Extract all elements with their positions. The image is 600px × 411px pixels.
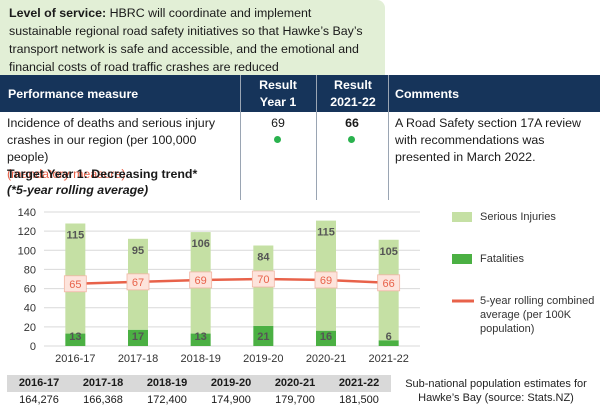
data-label-serious: 95 xyxy=(132,245,144,257)
population-table: 2016-17 164,276 2017-18 166,368 2018-19 172,4… xyxy=(7,375,391,409)
level-of-service-label: Level of service: xyxy=(9,6,107,20)
bar-fatalities xyxy=(378,340,399,346)
legend-label-average: 5-year rolling combined average (per 100K… xyxy=(480,295,595,335)
column-divider xyxy=(388,75,389,200)
chart-svg: 0 20 40 60 80 100 120 140 115 13 2016-17 95 17 2017-1… xyxy=(18,207,474,365)
population-value-cell: 179,700 xyxy=(275,394,315,406)
population-value-cell: 181,500 xyxy=(339,394,379,406)
y-tick-label: 100 xyxy=(18,245,36,257)
x-tick-label: 2016-17 xyxy=(55,353,95,365)
column-divider xyxy=(240,75,241,200)
population-year-cell: 2017-18 xyxy=(82,377,124,389)
measure-cell: Incidence of deaths and serious injury c… xyxy=(7,115,237,183)
table-header: Performance measure Result Year 1 Result 2… xyxy=(0,75,600,112)
data-label-fatalities: 6 xyxy=(386,331,392,343)
result-year1: 69 xyxy=(271,116,285,130)
population-year-cell: 2019-20 xyxy=(210,377,252,389)
data-label-serious: 84 xyxy=(257,252,270,264)
data-label-fatalities: 21 xyxy=(257,331,269,343)
legend-key-fatalities xyxy=(452,254,472,264)
population-year-cell: 2018-19 xyxy=(146,377,188,389)
legend-key-serious xyxy=(452,212,472,222)
data-label-serious: 106 xyxy=(191,238,209,250)
mandatory-label: (mandatory measure) xyxy=(7,167,126,181)
y-tick-label: 120 xyxy=(18,226,36,238)
x-tick-label: 2020-21 xyxy=(306,353,346,365)
header-performance-measure: Performance measure xyxy=(8,86,139,101)
data-label-box-average xyxy=(314,271,338,289)
y-tick-label: 20 xyxy=(24,322,36,334)
column-divider xyxy=(316,75,317,200)
data-label-fatalities: 16 xyxy=(320,331,332,343)
footnote-text: (*5-year rolling average) xyxy=(7,183,149,197)
population-value-cell: 166,368 xyxy=(83,394,123,406)
data-label-box-average xyxy=(251,270,275,288)
data-label-serious: 115 xyxy=(317,227,335,239)
header-result-year1: Result Year 1 xyxy=(259,77,297,109)
data-label-fatalities: 13 xyxy=(195,331,207,343)
data-label-serious: 105 xyxy=(379,246,397,258)
status-dot-icon xyxy=(348,136,355,143)
data-label-serious: 115 xyxy=(66,229,84,241)
data-label-box-average xyxy=(126,273,150,291)
chart: 0 20 40 60 80 100 120 140 115 13 2016-17 95 17 2017-1… xyxy=(0,200,600,370)
bar-fatalities xyxy=(190,333,211,346)
x-tick-label: 2019-20 xyxy=(243,353,283,365)
x-tick-label: 2017-18 xyxy=(118,353,158,365)
target-text: Target Year 1: Decreasing trend* xyxy=(7,167,198,181)
data-label-box-average xyxy=(377,274,401,292)
series-line-average xyxy=(75,277,389,286)
data-label-average: 65 xyxy=(69,279,81,291)
bar-fatalities xyxy=(316,330,336,346)
data-label-fatalities: 13 xyxy=(69,331,81,343)
data-label-average: 69 xyxy=(320,275,332,287)
header-comments: Comments xyxy=(395,86,460,101)
population-value-cell: 174,900 xyxy=(211,394,251,406)
population-year-cell: 2020-21 xyxy=(274,377,316,389)
level-of-service-text: HBRC will coordinate and implement susta… xyxy=(9,6,363,74)
header-result-2021-22: Result 2021-22 xyxy=(330,77,376,109)
data-label-average: 67 xyxy=(132,277,144,289)
measure-text: Incidence of deaths and serious injury c… xyxy=(7,116,216,164)
bar-fatalities xyxy=(253,325,274,346)
x-tick-label: 2021-22 xyxy=(368,353,408,365)
y-tick-label: 40 xyxy=(24,303,36,315)
population-source: Sub-national population estimates for Ha… xyxy=(405,378,587,404)
legend-label-serious: Serious Injuries xyxy=(480,211,556,223)
data-label-box-average xyxy=(189,271,213,289)
data-label-average: 66 xyxy=(383,278,395,290)
population-header-row xyxy=(7,375,391,392)
table-row: Incidence of deaths and serious injury c… xyxy=(0,112,600,200)
data-label-average: 69 xyxy=(195,275,207,287)
legend-label-fatalities: Fatalities xyxy=(480,253,525,265)
population-value-cell: 172,400 xyxy=(147,394,187,406)
population-year-cell: 2021-22 xyxy=(338,377,380,389)
bar-fatalities xyxy=(65,333,86,346)
y-tick-label: 0 xyxy=(30,341,36,353)
comment-text: A Road Safety section 17A review with re… xyxy=(395,116,581,164)
data-label-fatalities: 17 xyxy=(132,331,144,343)
status-dot-icon xyxy=(274,136,281,143)
result-2021-22: 66 xyxy=(345,116,359,130)
y-tick-label: 60 xyxy=(24,284,36,296)
data-label-average: 70 xyxy=(257,274,269,286)
data-label-box-average xyxy=(63,275,87,293)
x-tick-label: 2018-19 xyxy=(180,353,220,365)
population-value-cell: 164,276 xyxy=(19,394,59,406)
y-tick-label: 80 xyxy=(24,264,36,276)
level-of-service-box: Level of service: HBRC will coordinate a… xyxy=(0,0,385,75)
population-year-cell: 2016-17 xyxy=(18,377,60,389)
bar-fatalities xyxy=(128,329,148,346)
y-tick-label: 140 xyxy=(18,207,36,219)
